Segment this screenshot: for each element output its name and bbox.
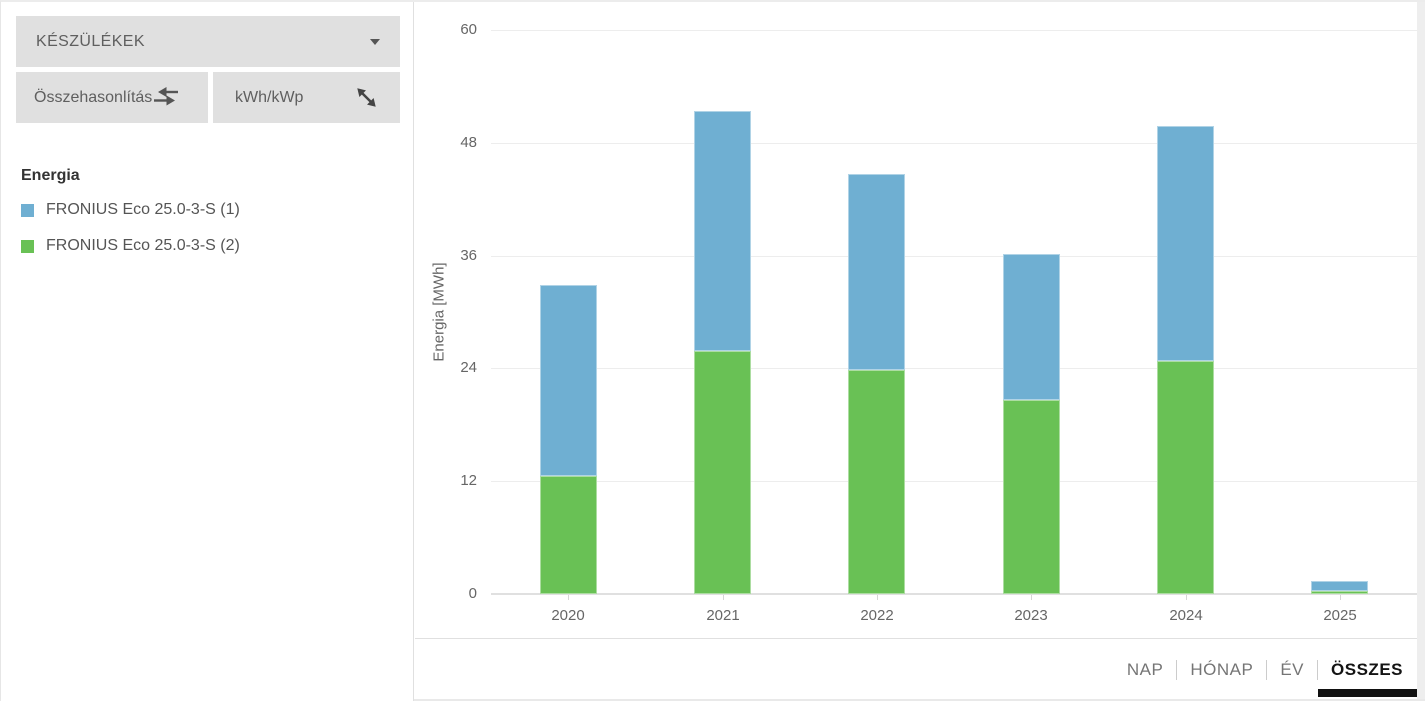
tab-separator (1176, 660, 1178, 680)
y-tick-label: 0 (468, 585, 477, 602)
diagonal-resize-icon (355, 86, 378, 109)
y-axis-title: Energia [MWh] (430, 262, 448, 362)
tabbar-divider (415, 638, 1418, 639)
legend-item-label: FRONIUS Eco 25.0-3-S (2) (46, 237, 240, 254)
tab-separator (1317, 660, 1319, 680)
unit-toggle-label: kWh/kWp (235, 88, 304, 106)
x-tick-mark (1031, 595, 1032, 600)
tab-nap[interactable]: NAP (1126, 660, 1164, 679)
y-tick-label: 36 (460, 246, 477, 264)
bar-segment-series1[interactable] (1003, 254, 1060, 400)
legend-swatch-icon (21, 203, 34, 217)
x-tick-label: 2022 (860, 607, 894, 624)
bar-segment-series2[interactable] (540, 476, 597, 594)
devices-dropdown[interactable]: KÉSZÜLÉKEK (16, 16, 400, 67)
x-tick-mark (723, 595, 724, 600)
bar-segment-series1[interactable] (1311, 581, 1368, 591)
right-gutter (1417, 2, 1425, 699)
legend-swatch-icon (21, 239, 34, 253)
period-tabbar: NAP HÓNAP ÉV ÖSSZES (415, 639, 1418, 701)
compare-button-label: Összehasonlítás (34, 88, 153, 106)
y-tick-label: 12 (460, 472, 477, 490)
left-panel: KÉSZÜLÉKEK Összehasonlítás kWh/kWp (1, 2, 414, 701)
y-tick-label: 24 (460, 359, 477, 377)
tab-separator (1266, 660, 1268, 680)
bar-segment-series2[interactable] (694, 351, 751, 594)
bar-segment-series2[interactable] (1311, 591, 1368, 594)
bar-segment-series2[interactable] (1003, 400, 1060, 594)
y-gridline (491, 30, 1417, 31)
x-axis-line (491, 593, 1417, 595)
x-tick-mark (568, 595, 569, 600)
tab-ev[interactable]: ÉV (1280, 660, 1305, 679)
bar-segment-series2[interactable] (848, 370, 905, 594)
compare-arrows-icon (153, 87, 179, 106)
unit-toggle-button[interactable]: kWh/kWp (213, 72, 400, 123)
stacked-bar-chart: Energia [MWh] 0 12 24 36 48 60 2020 2021 2022 202… (415, 2, 1418, 639)
tab-osszes[interactable]: ÖSSZES (1318, 639, 1418, 701)
y-gridline (491, 255, 1417, 257)
x-tick-label: 2025 (1323, 607, 1357, 624)
y-gridline (491, 481, 1417, 483)
bar-segment-series1[interactable] (694, 111, 751, 351)
legend-item[interactable]: FRONIUS Eco 25.0-3-S (1) (21, 201, 391, 219)
y-tick-label: 60 (460, 21, 477, 38)
legend-title: Energia (21, 167, 80, 184)
x-tick-label: 2021 (706, 607, 740, 624)
x-tick-mark (1340, 595, 1341, 600)
x-tick-mark (877, 595, 878, 600)
x-tick-label: 2024 (1169, 607, 1203, 624)
y-gridline (491, 142, 1417, 144)
compare-button[interactable]: Összehasonlítás (16, 72, 208, 123)
y-gridline (491, 368, 1417, 370)
x-tick-mark (1186, 595, 1187, 600)
chart-legend: Energia FRONIUS Eco 25.0-3-S (1) FRONIUS … (21, 167, 391, 273)
x-tick-label: 2020 (551, 607, 585, 624)
bar-segment-series2[interactable] (1157, 361, 1214, 594)
tab-honap[interactable]: HÓNAP (1190, 660, 1254, 679)
bar-segment-series1[interactable] (848, 174, 905, 370)
y-tick-label: 48 (460, 133, 477, 151)
legend-item[interactable]: FRONIUS Eco 25.0-3-S (2) (21, 237, 391, 255)
x-tick-label: 2023 (1014, 607, 1048, 624)
chevron-down-icon (370, 38, 380, 45)
bar-segment-series1[interactable] (540, 285, 597, 476)
bar-segment-series1[interactable] (1157, 126, 1214, 361)
devices-dropdown-label: KÉSZÜLÉKEK (36, 32, 145, 50)
legend-item-label: FRONIUS Eco 25.0-3-S (1) (46, 201, 240, 218)
